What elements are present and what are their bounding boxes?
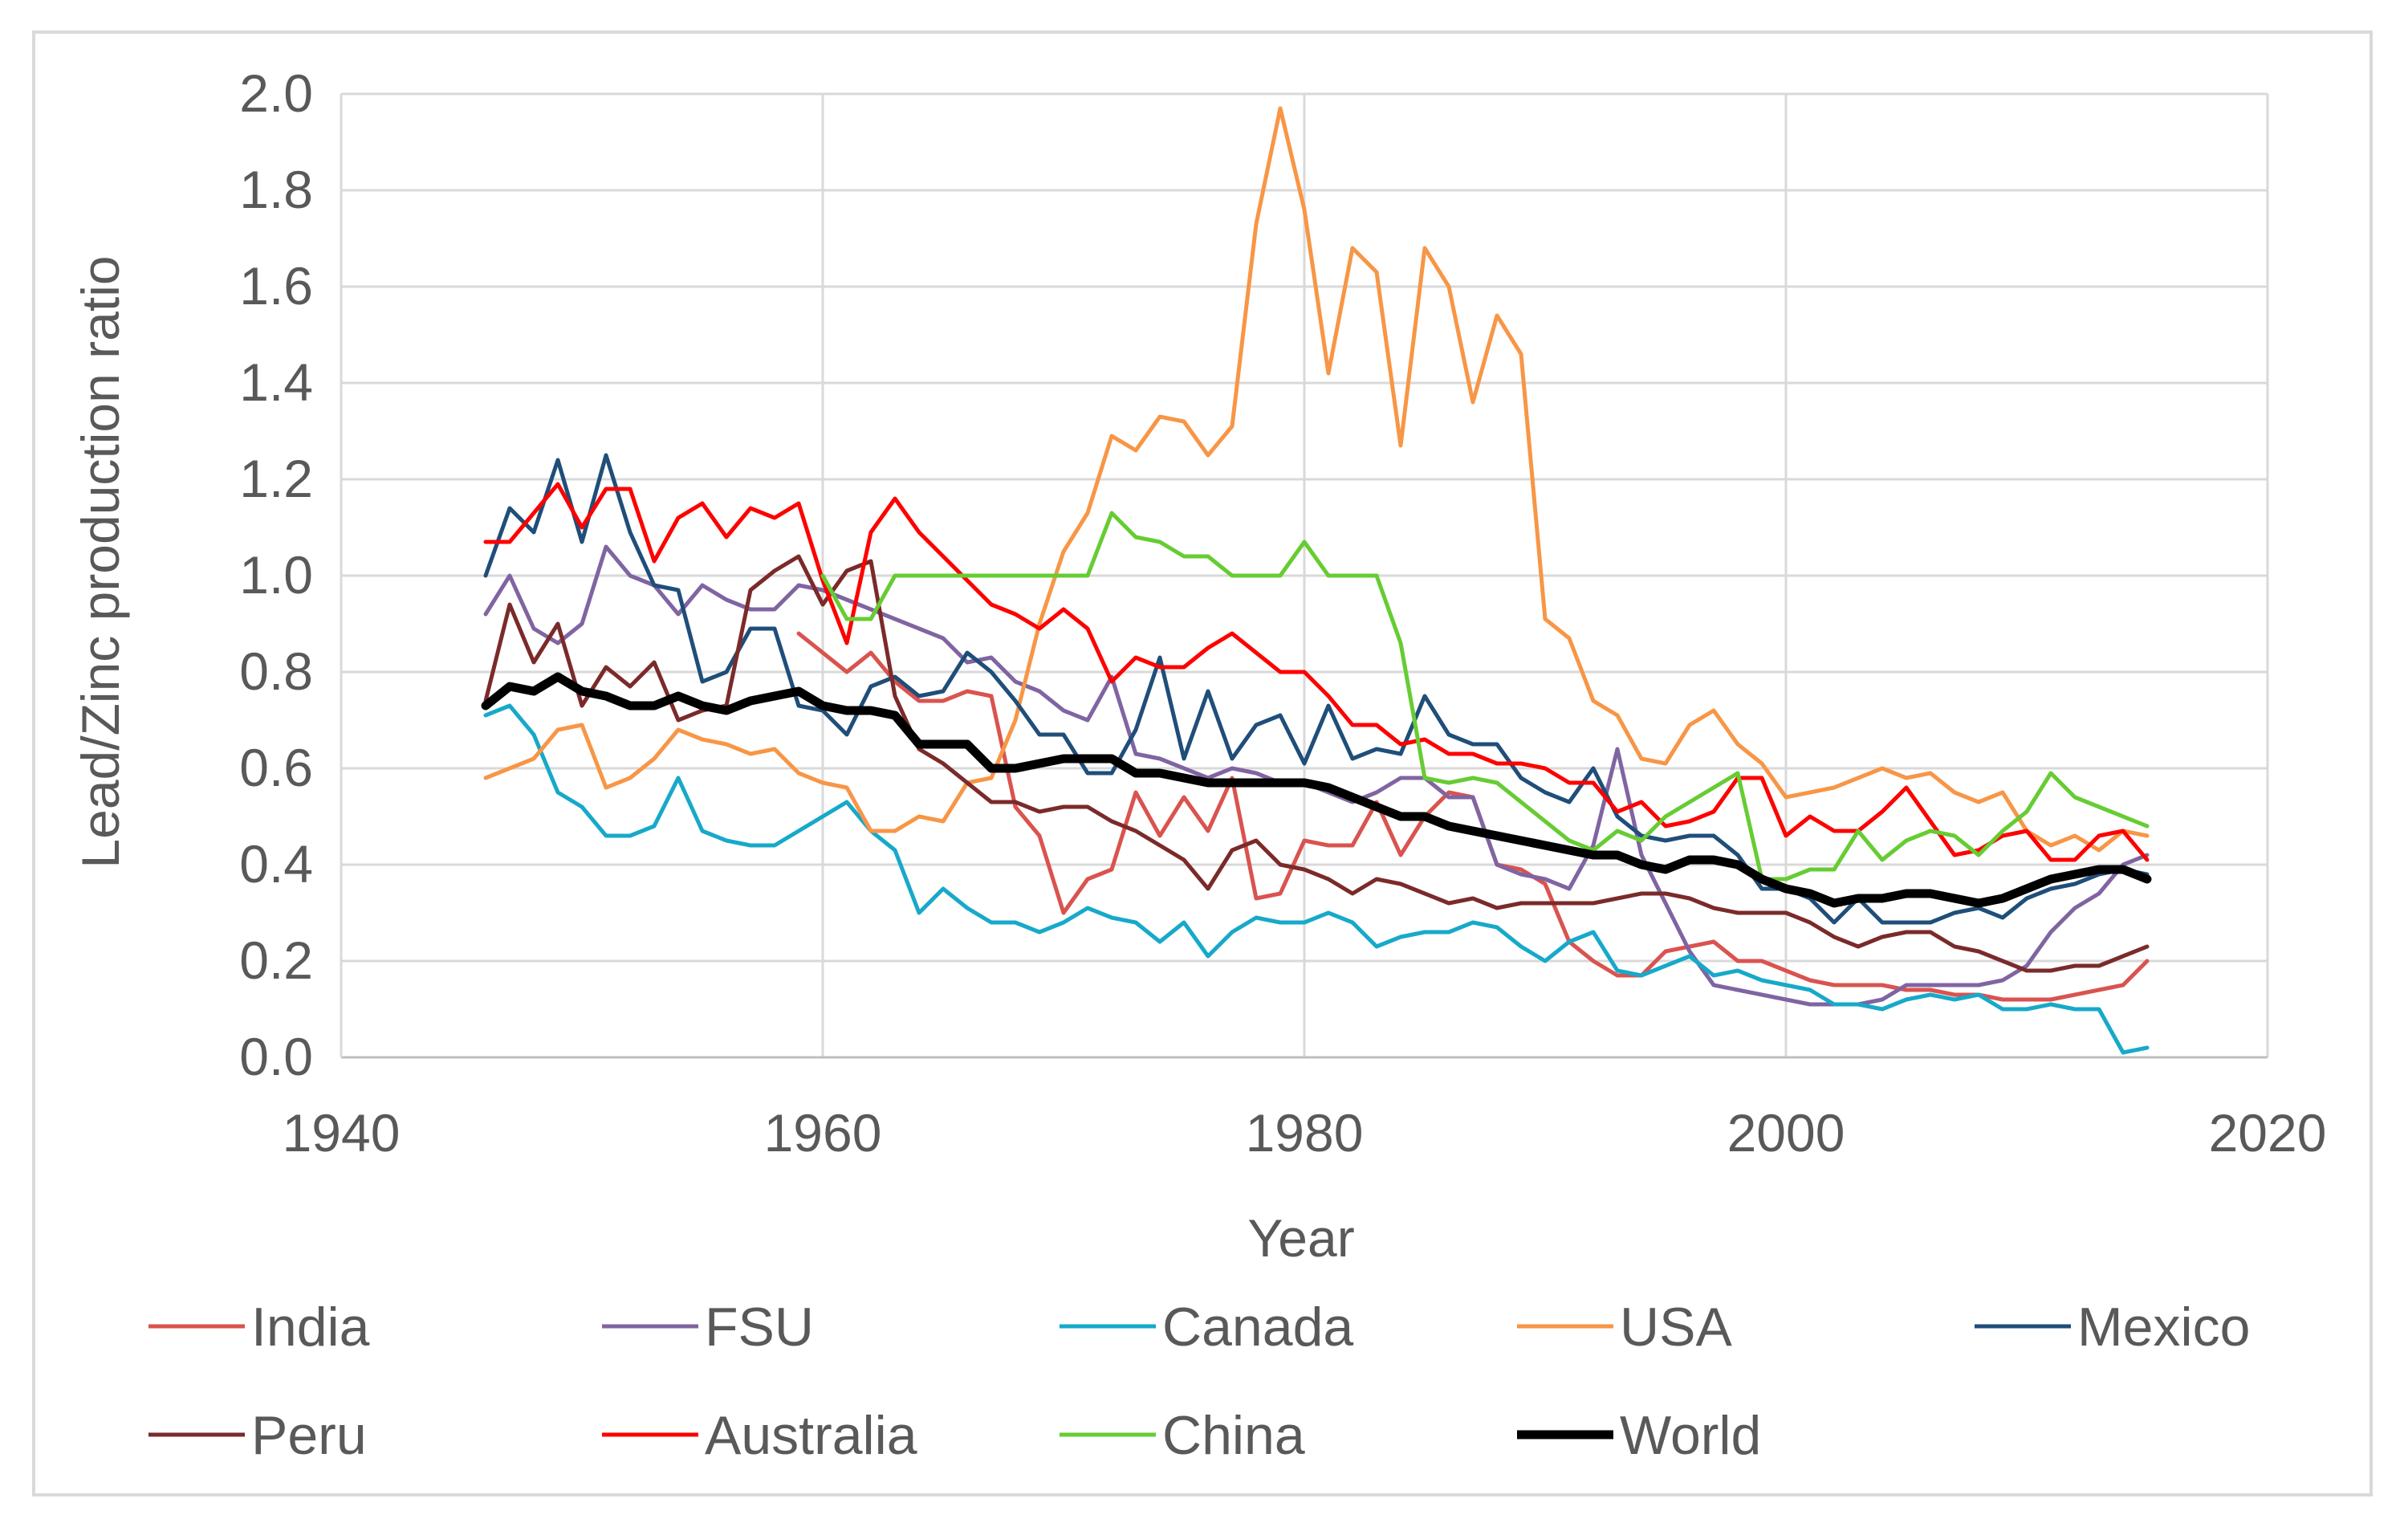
x-tick-label: 2000 bbox=[1727, 1103, 1845, 1163]
y-tick-label: 2.0 bbox=[239, 63, 313, 123]
series-lines bbox=[481, 106, 2152, 1055]
chart-frame bbox=[32, 31, 2373, 1496]
series-line-peru bbox=[483, 554, 2150, 973]
legend-label-world: World bbox=[1620, 1405, 1761, 1466]
x-axis-title: Year bbox=[1247, 1208, 1354, 1268]
y-tick-label: 1.0 bbox=[239, 545, 313, 605]
y-axis-ticks: 0.0 0.2 0.4 0.6 0.8 1.0 1.2 1.4 1.6 1.8 2.0 bbox=[239, 63, 313, 1086]
legend-label-china: China bbox=[1162, 1405, 1305, 1466]
legend-label-canada: Canada bbox=[1162, 1297, 1353, 1358]
x-tick-label: 1960 bbox=[764, 1103, 882, 1163]
x-tick-label: 1980 bbox=[1246, 1103, 1364, 1163]
legend-label-india: India bbox=[251, 1297, 370, 1358]
y-axis-title: Lead/Zinc production ratio bbox=[71, 255, 130, 868]
y-tick-label: 1.6 bbox=[239, 256, 313, 316]
series-line-usa bbox=[483, 106, 2150, 853]
legend-label-fsu: FSU bbox=[705, 1297, 814, 1358]
x-axis-ticks: 1940 1960 1980 2000 2020 bbox=[283, 1103, 2327, 1163]
gridlines bbox=[340, 92, 2269, 1059]
series-line-canada bbox=[483, 703, 2150, 1055]
y-tick-label: 1.2 bbox=[239, 449, 313, 508]
y-tick-label: 0.0 bbox=[239, 1027, 313, 1086]
y-tick-label: 0.4 bbox=[239, 834, 313, 894]
legend: India FSU Canada USA Mexico Peru Australia Chin… bbox=[148, 1297, 2250, 1466]
series-line-australia bbox=[483, 482, 2150, 862]
x-tick-label: 1940 bbox=[283, 1103, 401, 1163]
y-tick-label: 1.4 bbox=[239, 352, 313, 412]
legend-label-peru: Peru bbox=[251, 1405, 367, 1466]
legend-label-australia: Australia bbox=[705, 1405, 917, 1466]
series-line-world bbox=[481, 672, 2152, 908]
y-tick-label: 0.6 bbox=[239, 738, 313, 797]
y-tick-label: 0.2 bbox=[239, 930, 313, 990]
legend-label-usa: USA bbox=[1620, 1297, 1732, 1358]
x-tick-label: 2020 bbox=[2209, 1103, 2327, 1163]
y-tick-label: 1.8 bbox=[239, 160, 313, 219]
y-tick-label: 0.8 bbox=[239, 641, 313, 701]
series-line-china bbox=[820, 511, 2150, 882]
series-line-mexico bbox=[483, 453, 2150, 925]
legend-label-mexico: Mexico bbox=[2077, 1297, 2250, 1358]
